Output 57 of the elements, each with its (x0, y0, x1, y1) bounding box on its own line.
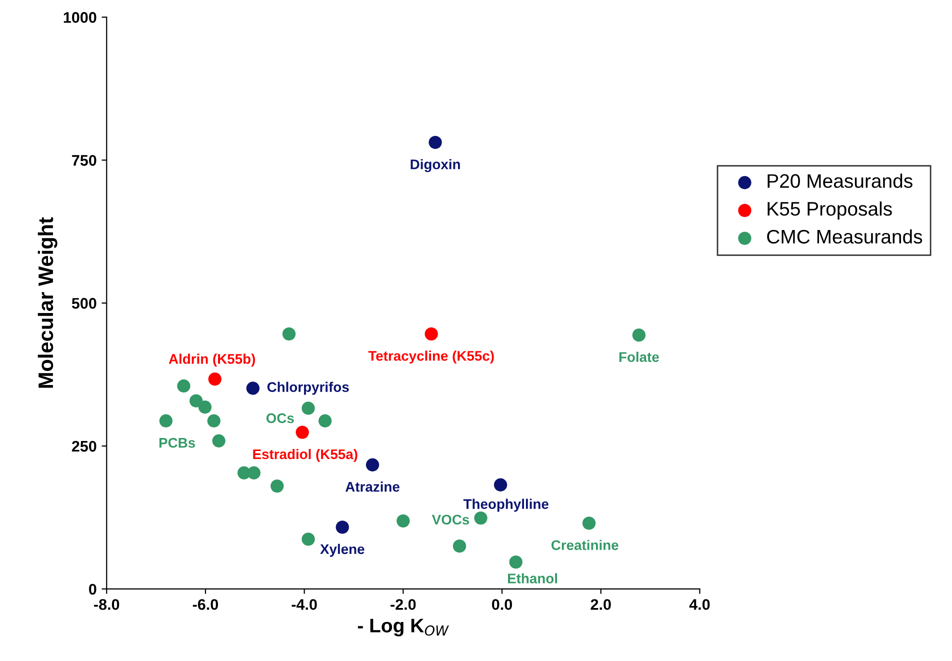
annotation: Atrazine (345, 482, 400, 492)
annotation: VOCs (432, 514, 470, 525)
x-tick-label: 0.0 (492, 599, 512, 610)
point (632, 328, 646, 342)
annotation: Creatinine (551, 540, 618, 550)
x-tick-label: -2.0 (390, 599, 416, 610)
annotation: PCBs (159, 438, 195, 448)
legend-label: K55 Proposals (768, 201, 892, 220)
point (336, 520, 349, 534)
point (282, 327, 296, 341)
annotation: Ethanol (508, 573, 558, 584)
point (428, 136, 442, 149)
x-tick-label: 2.0 (590, 599, 611, 610)
point (270, 479, 284, 493)
annotation: Digoxin (410, 159, 460, 172)
point (302, 402, 315, 415)
point (177, 379, 190, 393)
x-tick-label: -4.0 (292, 599, 317, 610)
point (207, 414, 220, 428)
point (302, 532, 315, 546)
point (318, 414, 332, 428)
x-axis-title: - Log K$_{OW}$ (358, 618, 449, 636)
point (452, 539, 466, 553)
legend-label: CMC Measurands (767, 229, 922, 244)
point (494, 478, 508, 492)
annotation: Chlorpyrifos (267, 382, 349, 395)
x-tick-label: -8.0 (94, 599, 120, 610)
legend-label: P20 Measurands (768, 174, 912, 188)
point (198, 400, 212, 414)
y-axis-title: Molecular Weight (38, 217, 58, 388)
point (208, 372, 222, 386)
point (474, 511, 488, 525)
point (582, 516, 596, 530)
y-tick-label: 750 (72, 154, 96, 166)
point (246, 382, 260, 395)
y-tick-label: 1000 (64, 12, 96, 23)
annotation: Xylene (320, 544, 364, 557)
point (296, 426, 309, 439)
y-tick-label: 0 (89, 584, 96, 595)
point (212, 434, 226, 448)
point (509, 555, 522, 569)
point (424, 327, 438, 341)
y-tick-label: 500 (72, 298, 96, 309)
point (366, 458, 380, 472)
x-tick-label: -6.0 (192, 599, 218, 610)
annotation: Tetracycline (K55c) (368, 350, 494, 364)
point (396, 514, 410, 528)
annotation: Folate (619, 352, 659, 362)
annotation: Aldrin (K55b) (168, 354, 255, 367)
x-tick-label: 4.0 (689, 599, 710, 610)
point (247, 466, 260, 480)
annotation: Theophylline (463, 498, 548, 512)
point (189, 394, 203, 408)
annotation: Estradiol (K55a) (253, 448, 358, 462)
annotation: OCs (266, 413, 294, 424)
point (159, 414, 173, 428)
y-tick-label: 250 (72, 440, 96, 452)
